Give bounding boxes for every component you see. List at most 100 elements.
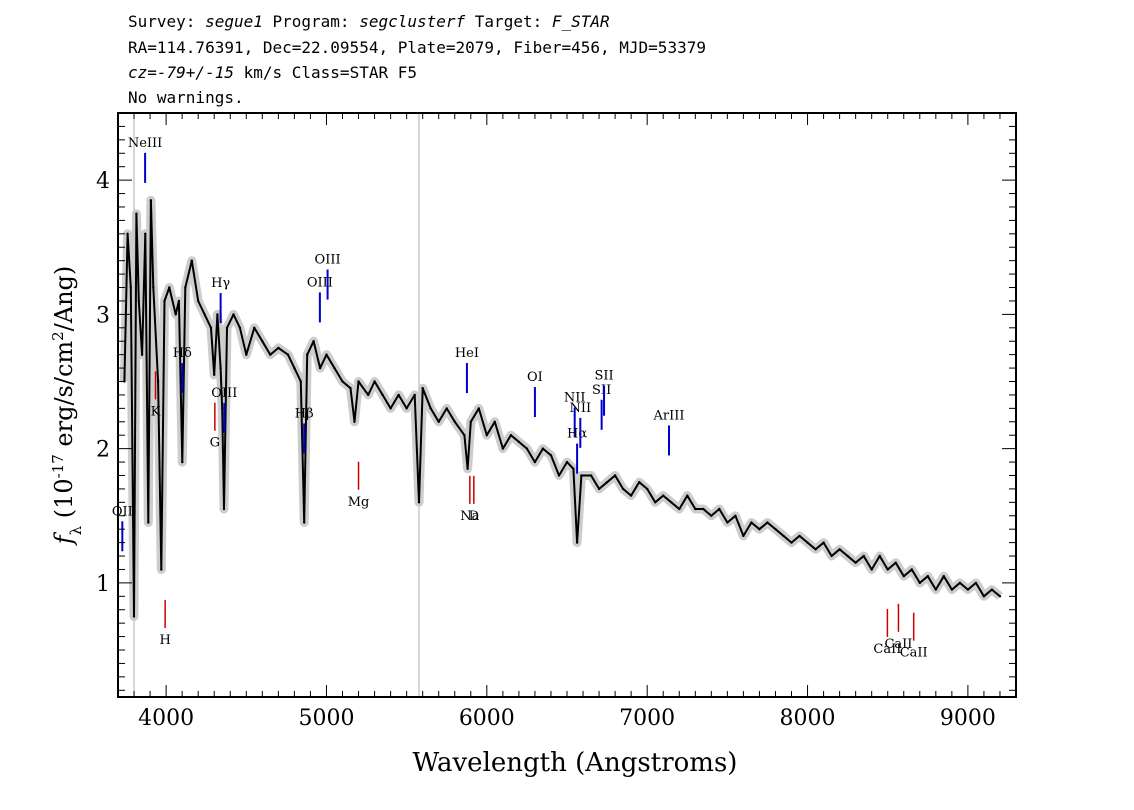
flux-point-126	[958, 581, 962, 585]
emission-label-15: ArIII	[652, 408, 684, 423]
flux-point-89	[662, 494, 665, 497]
emission-label-5: Hβ	[295, 406, 314, 421]
flux-point-84	[621, 487, 625, 491]
flux-point-64	[469, 420, 472, 423]
program-label: Program:	[262, 12, 360, 31]
flux-point-117	[886, 568, 889, 571]
flux-point-20	[197, 299, 200, 303]
flux-point-68	[501, 447, 505, 450]
flux-point-81	[597, 487, 601, 491]
flux-point-92	[686, 494, 689, 497]
flux-point-73	[541, 447, 545, 450]
flux-point-31	[245, 353, 248, 356]
flux-point-17	[181, 460, 184, 464]
flux-point-71	[525, 447, 529, 450]
absorption-label-2: G	[210, 436, 220, 451]
y-title-part-4: erg/s/cm	[50, 341, 78, 455]
flux-point-48	[357, 380, 360, 383]
flux-line	[123, 199, 1001, 618]
flux-point-42	[318, 366, 322, 370]
flux-point-44	[333, 366, 336, 370]
emission-label-12: NII	[569, 401, 591, 416]
y-title-part-6: /Ang)	[50, 266, 78, 332]
flux-point-130	[990, 588, 994, 591]
flux-point-111	[838, 548, 841, 551]
flux-point-67	[493, 420, 496, 423]
flux-point-39	[303, 521, 306, 524]
flux-point-110	[830, 554, 833, 558]
flux-point-46	[349, 387, 352, 390]
flux-point-116	[878, 554, 881, 558]
flux-point-99	[742, 534, 745, 538]
flux-point-52	[389, 407, 392, 410]
flux-point-10	[152, 286, 155, 289]
emission-label-6: OIII	[307, 275, 333, 290]
flux-point-47	[353, 420, 356, 423]
flux-point-4	[135, 212, 138, 215]
flux-point-109	[822, 541, 825, 544]
flux-point-21	[203, 313, 206, 316]
absorption-label-7: CaII	[884, 637, 912, 652]
flux-point-70	[517, 440, 521, 444]
flux-point-101	[758, 528, 761, 531]
flux-point-40	[306, 353, 309, 356]
flux-point-56	[417, 501, 421, 504]
flux-point-113	[854, 561, 857, 564]
absorption-label-5: D	[469, 509, 479, 524]
flux-point-91	[678, 507, 681, 511]
flux-point-121	[918, 581, 921, 585]
absorption-label-4: Na	[460, 509, 479, 524]
survey-value: segue1	[205, 12, 263, 31]
flux-point-106	[798, 534, 801, 538]
flux-point-82	[605, 481, 609, 484]
x-tick-label-4000: 4000	[138, 706, 194, 731]
absorption-label-6: CaII	[873, 642, 901, 657]
flux-point-118	[894, 561, 897, 564]
flux-point-13	[163, 299, 166, 303]
emission-label-8: HeI	[455, 346, 479, 361]
flux-point-97	[726, 521, 729, 524]
flux-point-87	[646, 487, 649, 491]
emission-label-10: NII	[564, 390, 586, 405]
emission-label-11: Hα	[567, 427, 587, 442]
flux-point-49	[367, 393, 370, 397]
flux-point-33	[261, 340, 264, 343]
flux-point-128	[974, 581, 978, 585]
flux-point-26	[221, 407, 224, 410]
flux-point-7	[144, 232, 147, 235]
absorption-label-3: Mg	[348, 495, 370, 510]
flux-point-57	[421, 387, 424, 390]
flux-point-28	[225, 326, 229, 329]
flux-point-80	[589, 474, 593, 477]
y-axis: 1 2 3 4 fλ (10-17 erg/s/cm2/Ang)	[49, 112, 1016, 691]
flux-point-1	[126, 232, 129, 235]
x-tick-label-5000: 5000	[298, 706, 354, 731]
program-value: segclusterf	[359, 12, 466, 31]
target-label: Target:	[465, 12, 552, 31]
flux-point-74	[549, 454, 553, 457]
flux-point-115	[870, 568, 873, 571]
target-value: F_STAR	[551, 12, 610, 31]
flux-point-37	[293, 366, 296, 370]
x-axis-title: Wavelength (Angstroms)	[413, 748, 738, 778]
flux-point-24	[216, 313, 219, 316]
x-axis: 4000 5000 6000 7000 8000 9000 Wavelength (Angs…	[117, 113, 1017, 778]
flux-point-30	[238, 326, 242, 329]
flux-point-58	[429, 407, 432, 410]
emission-markers: OIINeIIIHδHγOIIIHβOIIIOIIIHeIOINIIHαNIIS…	[112, 136, 684, 552]
flux-point-9	[149, 199, 153, 202]
header-line-4: No warnings.	[128, 88, 244, 107]
y-tick-label-4: 4	[96, 169, 110, 194]
flux-point-19	[190, 259, 193, 262]
flux-point-51	[381, 393, 384, 397]
flux-point-35	[277, 346, 280, 350]
y-tick-label-2: 2	[96, 438, 110, 463]
flux-point-41	[312, 340, 315, 343]
emission-label-2: Hδ	[173, 346, 192, 361]
survey-label: Survey:	[128, 12, 206, 31]
emission-label-9: OI	[527, 370, 543, 385]
flux-point-85	[629, 494, 633, 497]
flux-point-120	[910, 568, 913, 571]
flux-point-72	[533, 460, 537, 464]
x-tick-label-9000: 9000	[940, 706, 996, 731]
